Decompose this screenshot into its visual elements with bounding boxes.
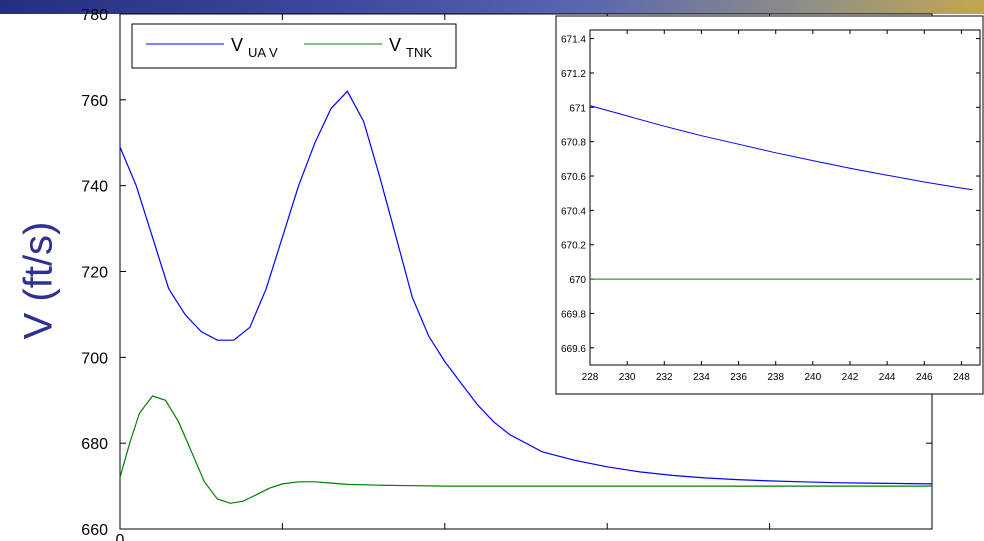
y-tick-label: 780	[81, 7, 108, 24]
inset-x-tick-label: 242	[842, 372, 859, 383]
inset-y-tick-label: 671.2	[561, 69, 586, 80]
y-tick-label: 740	[81, 179, 108, 196]
y-tick-label: 720	[81, 265, 108, 282]
series-line-uav	[119, 90, 933, 485]
series-line-tnk	[119, 395, 932, 504]
inset-chart: 669.6 669.8 670 670.2 670.4 670.6 670.8 671 671.…	[555, 15, 984, 395]
inset-y-tick-label: 671	[569, 103, 586, 114]
inset-x-tick-label: 248	[953, 372, 970, 383]
inset-frame	[555, 15, 984, 395]
inset-y-tick-label: 670.2	[561, 241, 586, 252]
inset-x-tick-label: 244	[879, 372, 896, 383]
inset-y-tick-label: 670.8	[561, 138, 586, 149]
y-tick-label: 700	[81, 350, 108, 367]
inset-y-tick-label: 670	[569, 275, 586, 286]
y-tick-label: 680	[81, 436, 108, 453]
inset-x-tick-label: 238	[767, 372, 784, 383]
inset-y-tick-label: 670.6	[561, 172, 586, 183]
slide-top-bar	[0, 0, 984, 14]
inset-y-tick-label: 669.6	[561, 344, 586, 355]
legend-label-uav: V UA V	[231, 35, 278, 60]
inset-y-tick-label: 671.4	[561, 35, 586, 46]
y-tick-label: 660	[81, 522, 108, 539]
inset-y-tick-label: 669.8	[561, 309, 586, 320]
inset-y-tick-label: 670.4	[561, 206, 586, 217]
inset-x-tick-label: 228	[582, 372, 599, 383]
y-tick-label: 760	[81, 93, 108, 110]
legend-box	[131, 23, 457, 69]
inset-x-tick-label: 246	[916, 372, 933, 383]
inset-x-tick-label: 236	[730, 372, 747, 383]
x-tick-label: 0	[116, 532, 125, 541]
inset-x-tick-label: 230	[619, 372, 636, 383]
inset-x-tick-label: 234	[693, 372, 710, 383]
legend-label-tnk: V TNK	[389, 35, 432, 60]
legend: V UA V V TNK	[131, 23, 457, 69]
inset-x-tick-label: 240	[805, 372, 822, 383]
inset-plot-frame	[589, 29, 981, 366]
inset-x-tick-label: 232	[656, 372, 673, 383]
inset-series-uav	[589, 105, 973, 191]
